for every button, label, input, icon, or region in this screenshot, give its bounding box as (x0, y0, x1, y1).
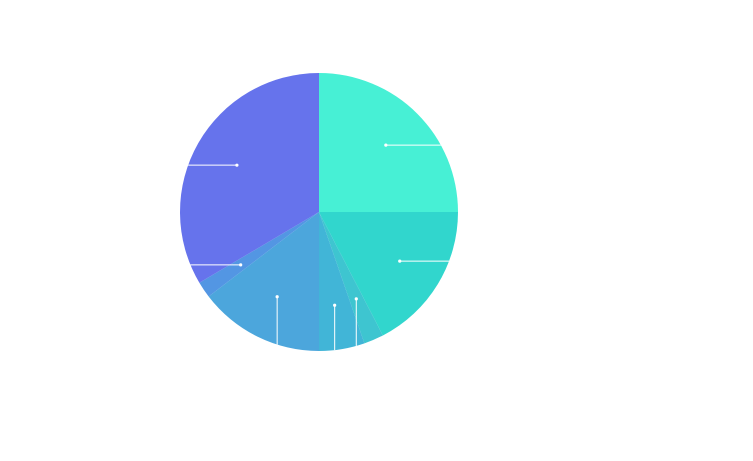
leader-dot-2 (398, 259, 402, 263)
pie-slice-2 (319, 212, 458, 336)
pie-slice-1 (319, 73, 458, 212)
slice-leader-2 (398, 259, 450, 263)
slice-leader-6 (190, 263, 243, 267)
pie-slice-6 (199, 212, 319, 297)
slice-leader-4 (333, 303, 337, 351)
slice-leader-7 (188, 163, 239, 167)
leader-dot-1 (384, 143, 388, 147)
pie-slice-4 (319, 212, 365, 351)
pie-slice-5 (208, 212, 319, 351)
leader-dot-4 (333, 303, 337, 307)
leader-dot-7 (235, 163, 239, 167)
slice-leader-3 (354, 297, 358, 346)
leaders-layer (188, 143, 450, 351)
leader-dot-3 (354, 297, 358, 301)
pie-slice-3 (319, 212, 383, 344)
slice-leader-1 (384, 143, 441, 147)
pie-slice-7 (180, 73, 319, 283)
leader-dot-5 (275, 295, 279, 299)
slice-leader-5 (275, 295, 279, 345)
slices-layer (180, 73, 458, 351)
leader-dot-6 (239, 263, 243, 267)
